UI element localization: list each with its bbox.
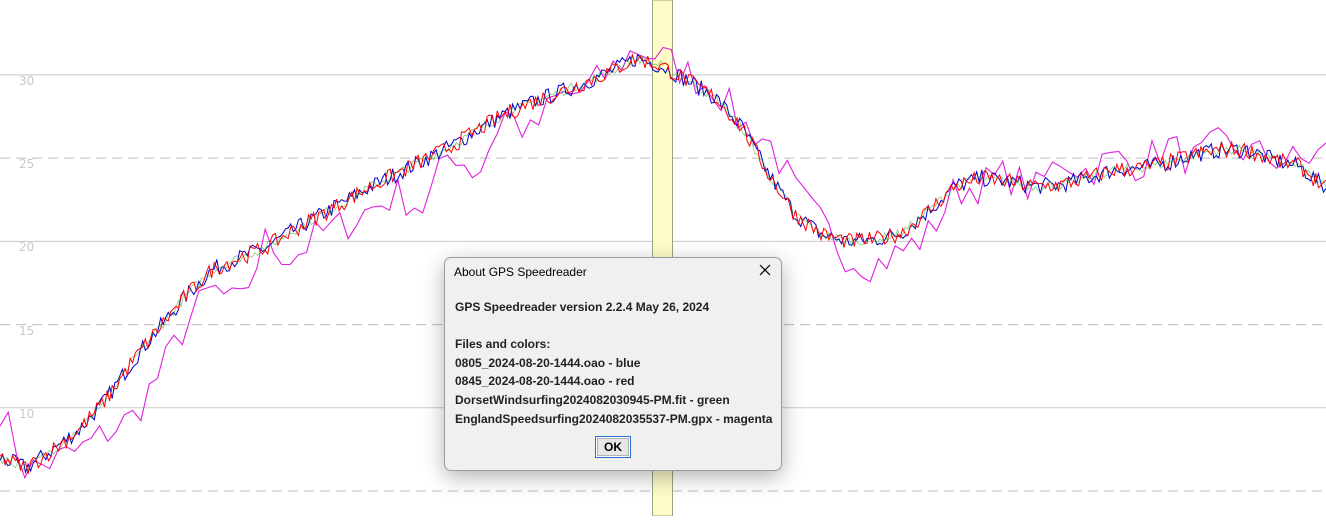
close-icon xyxy=(759,263,771,281)
dialog-body: GPS Speedreader version 2.2.4 May 26, 20… xyxy=(455,298,772,428)
y-tick-label: 10 xyxy=(19,406,35,421)
file-entry: 0845_2024-08-20-1444.oao - red xyxy=(455,374,635,389)
ok-button[interactable]: OK xyxy=(595,436,631,458)
file-entry: 0805_2024-08-20-1444.oao - blue xyxy=(455,355,641,370)
about-dialog: About GPS Speedreader GPS Speedreader ve… xyxy=(444,257,782,471)
y-tick-label: 20 xyxy=(19,240,35,255)
files-header: Files and colors: xyxy=(455,337,551,352)
y-tick-label: 30 xyxy=(19,73,35,88)
file-entry: DorsetWindsurfing2024082030945-PM.fit - … xyxy=(455,392,730,407)
dialog-title: About GPS Speedreader xyxy=(454,265,587,279)
file-entry: EnglandSpeedsurfing2024082035537-PM.gpx … xyxy=(455,411,773,426)
close-button[interactable] xyxy=(751,259,779,285)
dialog-titlebar[interactable]: About GPS Speedreader xyxy=(445,258,781,286)
series-line-magenta xyxy=(0,46,1326,480)
series-line-red xyxy=(0,52,1326,474)
y-tick-label: 25 xyxy=(19,157,35,172)
y-tick-label: 15 xyxy=(19,323,35,338)
version-text: GPS Speedreader version 2.2.4 May 26, 20… xyxy=(455,300,710,314)
spacer xyxy=(455,317,772,336)
